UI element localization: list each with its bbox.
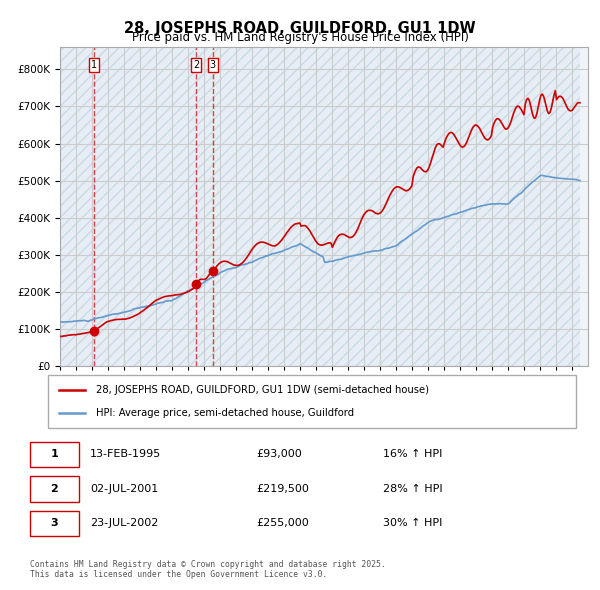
Text: 28% ↑ HPI: 28% ↑ HPI: [383, 484, 442, 494]
Text: 3: 3: [210, 60, 216, 70]
Text: 30% ↑ HPI: 30% ↑ HPI: [383, 519, 442, 529]
Text: 28, JOSEPHS ROAD, GUILDFORD, GU1 1DW (semi-detached house): 28, JOSEPHS ROAD, GUILDFORD, GU1 1DW (se…: [95, 385, 428, 395]
FancyBboxPatch shape: [48, 375, 576, 428]
Text: 2: 2: [193, 60, 199, 70]
Text: 3: 3: [50, 519, 58, 529]
Text: 23-JUL-2002: 23-JUL-2002: [90, 519, 158, 529]
Text: 28, JOSEPHS ROAD, GUILDFORD, GU1 1DW: 28, JOSEPHS ROAD, GUILDFORD, GU1 1DW: [124, 21, 476, 35]
Text: £255,000: £255,000: [256, 519, 308, 529]
Text: Price paid vs. HM Land Registry's House Price Index (HPI): Price paid vs. HM Land Registry's House …: [131, 31, 469, 44]
FancyBboxPatch shape: [29, 442, 79, 467]
Text: 1: 1: [91, 60, 97, 70]
FancyBboxPatch shape: [29, 511, 79, 536]
Text: £93,000: £93,000: [256, 450, 302, 460]
Text: 16% ↑ HPI: 16% ↑ HPI: [383, 450, 442, 460]
Text: £219,500: £219,500: [256, 484, 309, 494]
Text: HPI: Average price, semi-detached house, Guildford: HPI: Average price, semi-detached house,…: [95, 408, 353, 418]
FancyBboxPatch shape: [29, 476, 79, 502]
Text: 13-FEB-1995: 13-FEB-1995: [90, 450, 161, 460]
Text: 1: 1: [50, 450, 58, 460]
Text: Contains HM Land Registry data © Crown copyright and database right 2025.
This d: Contains HM Land Registry data © Crown c…: [30, 560, 386, 579]
Text: 02-JUL-2001: 02-JUL-2001: [90, 484, 158, 494]
Text: 2: 2: [50, 484, 58, 494]
